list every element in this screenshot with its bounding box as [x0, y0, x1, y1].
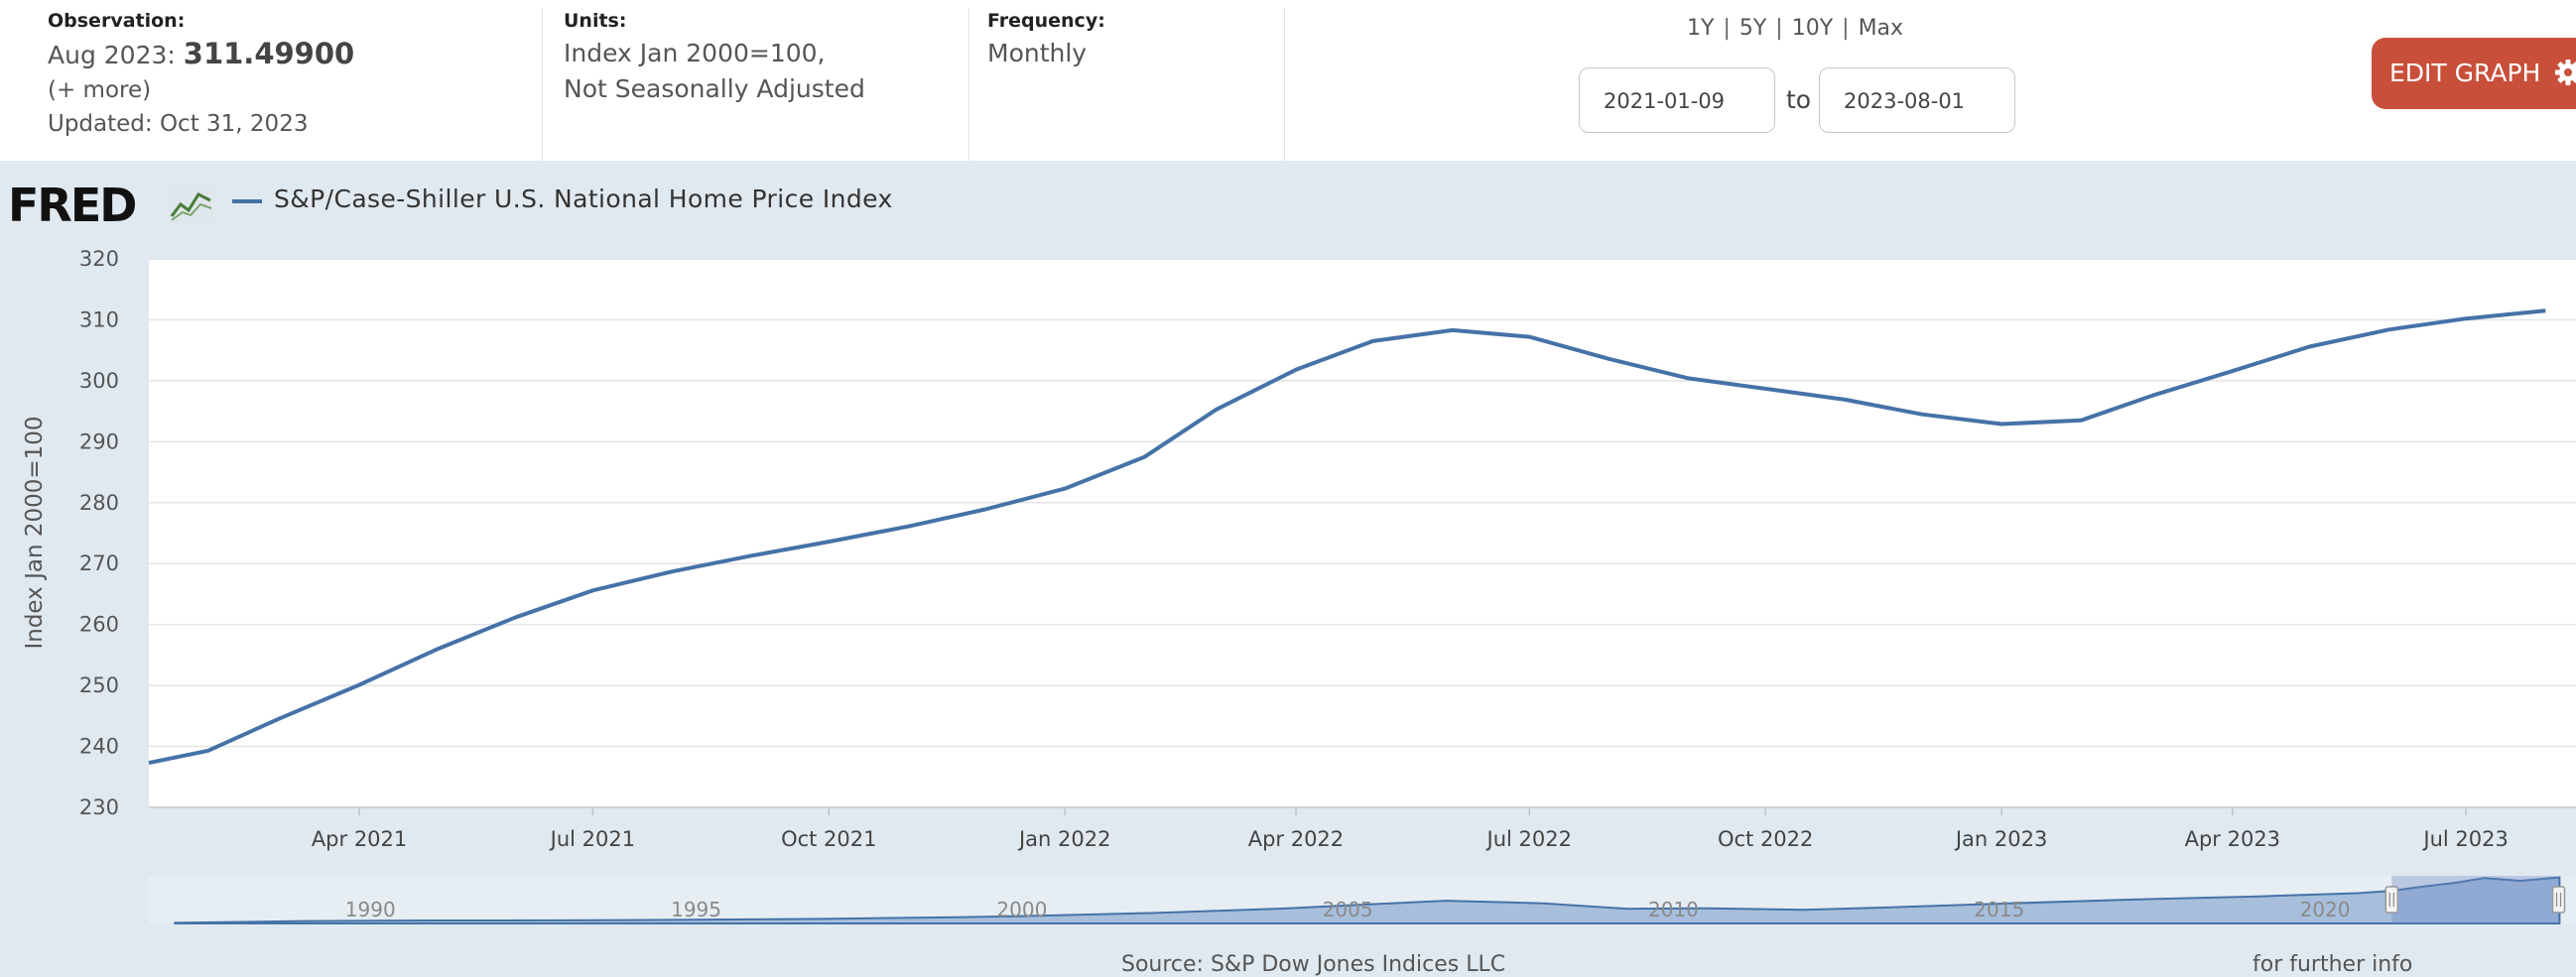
- frequency-label: Frequency:: [987, 10, 1105, 32]
- range-separator: |: [1842, 16, 1850, 41]
- navigator-overview-area: [174, 876, 2561, 924]
- x-tick-label: Oct 2022: [1718, 827, 1813, 851]
- observation-label: Observation:: [48, 10, 186, 32]
- x-tick-label: Apr 2021: [312, 827, 407, 851]
- y-tick-label: 320: [79, 247, 119, 271]
- gear-icon: [2555, 60, 2576, 85]
- fred-logo: FRED: [8, 179, 137, 232]
- x-tick-label: Apr 2022: [1248, 827, 1344, 851]
- date-to-label: to: [1786, 85, 1812, 114]
- x-tick-label: Oct 2021: [781, 827, 876, 851]
- units-panel: Units: Index Jan 2000=100, Not Seasonall…: [564, 8, 961, 161]
- edit-graph-label: EDIT GRAPH: [2389, 59, 2541, 87]
- navigator-tick-label: 1990: [345, 898, 396, 921]
- range-links: 1Y | 5Y | 10Y | Max: [1687, 16, 1903, 41]
- navigator[interactable]: 1990 1995 2000 2005 2010 2015 2020: [174, 876, 2566, 924]
- navigator-tick-label: 2020: [2300, 898, 2351, 921]
- y-axis: 230 240 250 260 270 280 290 300 310 320: [79, 247, 119, 819]
- source-text: Source: S&P Dow Jones Indices LLC: [1121, 952, 1506, 977]
- x-axis: Apr 2021 Jul 2021 Oct 2021 Jan 2022 Apr 2022…: [149, 806, 2576, 851]
- column-divider: [542, 8, 543, 161]
- x-tick-label: Jul 2021: [549, 827, 635, 851]
- range-10y-link[interactable]: 10Y: [1791, 16, 1834, 41]
- end-date-input[interactable]: 2023-08-01: [1819, 67, 2015, 133]
- range-1y-link[interactable]: 1Y: [1687, 16, 1715, 41]
- footer-info-text: for further info: [2253, 952, 2413, 977]
- x-tick-label: Jul 2022: [1485, 827, 1572, 851]
- x-tick-label: Jul 2023: [2421, 827, 2508, 851]
- updated-date: Updated: Oct 31, 2023: [48, 111, 309, 137]
- navigator-selection[interactable]: [2391, 876, 2559, 923]
- observation-panel: Observation: Aug 2023: 311.49900 (+ more…: [48, 8, 534, 161]
- y-tick-label: 280: [79, 491, 119, 515]
- series-group: [148, 308, 2546, 766]
- frequency-value: Monthly: [987, 39, 1088, 67]
- y-tick-label: 240: [79, 735, 119, 759]
- navigator-tick-label: 2000: [996, 898, 1047, 921]
- series-line[interactable]: [148, 308, 2546, 766]
- navigator-handle[interactable]: [2384, 886, 2399, 914]
- start-date-input[interactable]: 2021-01-09: [1579, 67, 1775, 133]
- y-tick-label: 300: [79, 369, 119, 393]
- y-tick-label: 230: [79, 795, 119, 819]
- fred-chart-icon: [169, 183, 214, 224]
- info-bar: Observation: Aug 2023: 311.49900 (+ more…: [0, 0, 2576, 161]
- y-axis-title: Index Jan 2000=100: [22, 416, 48, 649]
- units-line-2: Not Seasonally Adjusted: [564, 74, 865, 103]
- observation-date: Aug 2023:: [48, 41, 176, 69]
- range-5y-link[interactable]: 5Y: [1739, 16, 1767, 41]
- x-tick-label: Apr 2023: [2185, 827, 2280, 851]
- column-divider: [1284, 8, 1285, 161]
- range-max-link[interactable]: Max: [1858, 16, 1904, 41]
- edit-graph-button[interactable]: EDIT GRAPH: [2372, 38, 2576, 109]
- observation-more-link[interactable]: (+ more): [48, 77, 152, 103]
- navigator-handle[interactable]: [2551, 886, 2566, 914]
- navigator-tick-label: 1995: [671, 898, 721, 921]
- y-tick-label: 260: [79, 613, 119, 637]
- y-tick-label: 290: [79, 429, 119, 453]
- observation-value: 311.49900: [183, 37, 355, 70]
- legend-swatch: [232, 199, 262, 203]
- navigator-tick-label: 2015: [1974, 898, 2024, 921]
- range-separator: |: [1775, 16, 1783, 41]
- column-divider: [968, 8, 969, 161]
- plot-area: [149, 259, 2576, 807]
- y-tick-label: 250: [79, 673, 119, 697]
- navigator-tick-label: 2010: [1648, 898, 1699, 921]
- x-tick-label: Jan 2022: [1017, 827, 1111, 851]
- legend-series-label[interactable]: S&P/Case-Shiller U.S. National Home Pric…: [274, 184, 893, 213]
- units-line-1: Index Jan 2000=100,: [564, 39, 826, 67]
- x-tick-label: Jan 2023: [1954, 827, 2048, 851]
- y-tick-label: 310: [79, 307, 119, 331]
- units-label: Units:: [564, 10, 627, 32]
- observation-line: Aug 2023: 311.49900: [48, 36, 534, 73]
- frequency-panel: Frequency: Monthly: [987, 8, 1265, 161]
- chart-legend: FRED S&P/Case-Shiller U.S. National Home…: [0, 169, 1191, 234]
- range-separator: |: [1723, 16, 1731, 41]
- navigator-tick-label: 2005: [1323, 898, 1373, 921]
- y-tick-label: 270: [79, 551, 119, 575]
